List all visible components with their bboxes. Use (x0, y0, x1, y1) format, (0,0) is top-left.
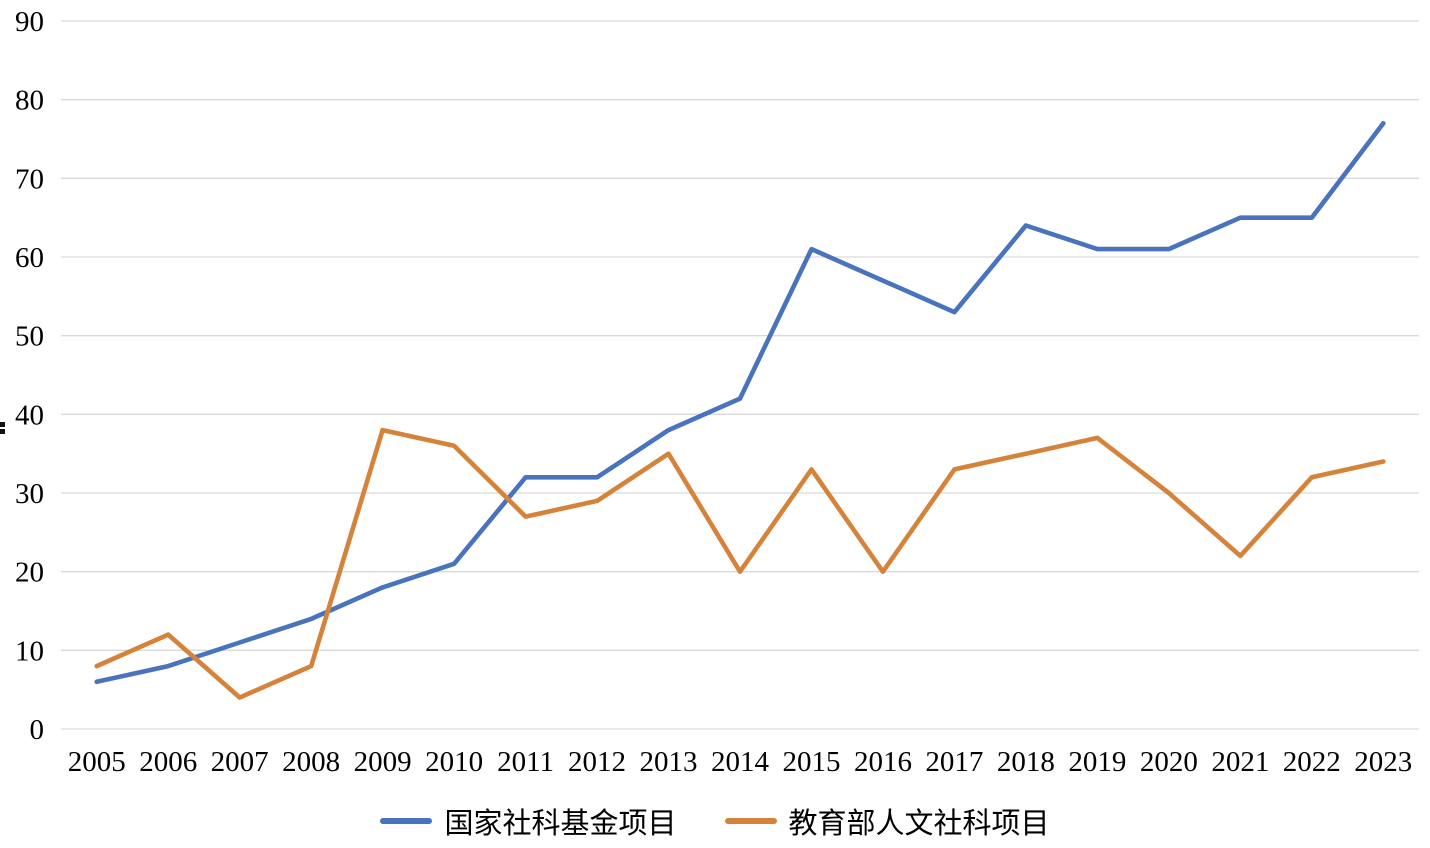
x-tick-label: 2021 (1211, 746, 1269, 778)
x-tick-label: 2014 (711, 746, 770, 778)
x-tick-label: 2008 (282, 746, 340, 778)
x-tick-label: 2016 (854, 746, 912, 778)
legend-item-series-1: 国家社科基金项目 (380, 800, 677, 842)
y-tick-label: 20 (15, 557, 44, 589)
series-line-1 (94, 121, 1386, 685)
x-tick-label: 2023 (1354, 746, 1412, 778)
x-tick-label: 2011 (497, 746, 554, 778)
x-tick-label: 2013 (640, 746, 698, 778)
y-tick-label: 30 (15, 478, 44, 510)
legend: 国家社科基金项目 教育部人文社科项目 (0, 800, 1430, 842)
x-tick-label: 2022 (1283, 746, 1341, 778)
x-tick-label: 2010 (425, 746, 483, 778)
x-tick-label: 2005 (68, 746, 126, 778)
y-tick-label: 0 (30, 714, 45, 746)
legend-swatch-blue-line (380, 818, 433, 824)
clipped-y-axis-title-fragment (0, 422, 5, 434)
x-tick-label: 2015 (782, 746, 840, 778)
y-tick-label: 50 (15, 321, 44, 353)
series-line-2 (94, 427, 1386, 700)
x-tick-label: 2017 (925, 746, 983, 778)
x-tick-label: 2012 (568, 746, 626, 778)
x-tick-label: 2018 (997, 746, 1055, 778)
y-tick-label: 90 (15, 6, 44, 38)
legend-label-series-2: 教育部人文社科项目 (788, 808, 1050, 840)
x-tick-label: 2007 (211, 746, 269, 778)
x-tick-label: 2020 (1140, 746, 1198, 778)
y-tick-label: 10 (15, 635, 44, 667)
y-tick-label: 40 (15, 399, 44, 431)
x-tick-label: 2019 (1068, 746, 1126, 778)
y-tick-label: 60 (15, 242, 44, 274)
legend-label-series-1: 国家社科基金项目 (444, 808, 677, 840)
y-tick-label: 80 (15, 85, 44, 117)
y-tick-label: 70 (15, 163, 44, 195)
legend-item-series-2: 教育部人文社科项目 (724, 800, 1050, 842)
x-tick-label: 2009 (354, 746, 412, 778)
legend-swatch-orange-line (724, 818, 777, 824)
x-tick-label: 2006 (139, 746, 197, 778)
